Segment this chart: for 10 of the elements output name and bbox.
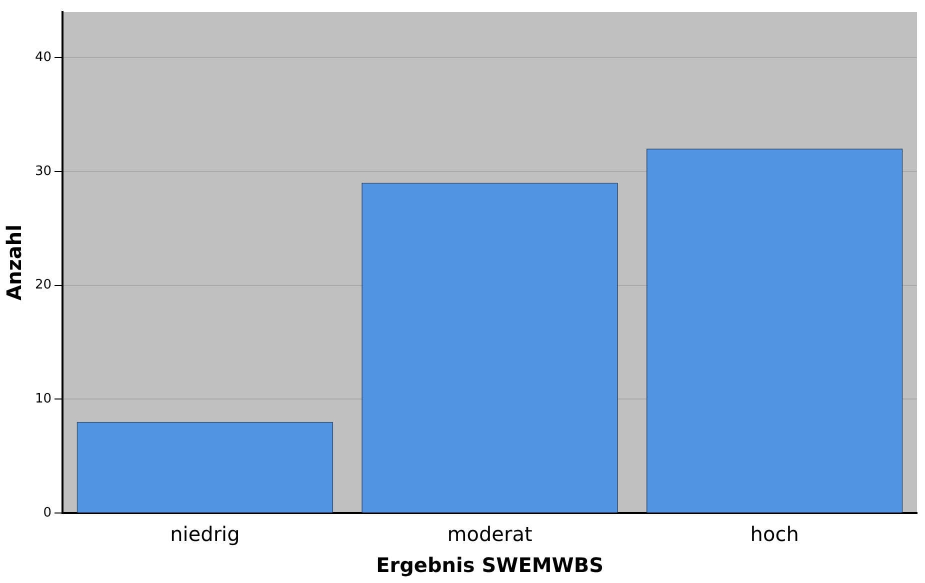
x-tick-label: moderat [447,522,532,546]
y-tick-label: 30 [34,164,52,179]
y-tick-label: 40 [34,50,52,65]
y-axis-title: Anzahl [2,224,26,300]
y-tick-label: 0 [43,505,52,520]
x-tick-label: niedrig [170,522,240,546]
x-axis-title: Ergebnis SWEMWBS [376,553,604,578]
y-tick-label: 20 [34,278,52,293]
y-tick-label: 10 [34,392,52,407]
x-tick-label: hoch [750,522,799,546]
